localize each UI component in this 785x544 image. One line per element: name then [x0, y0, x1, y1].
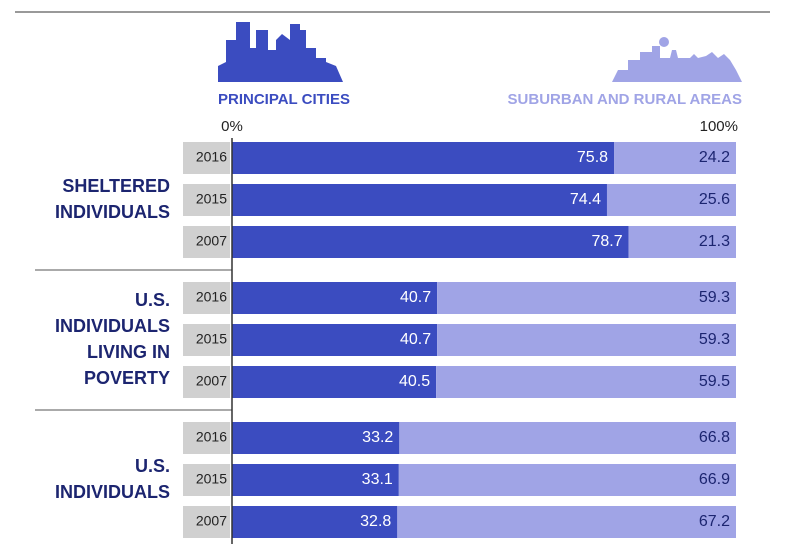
value-label: 59.3 [699, 331, 730, 348]
group-label: INDIVIDUALS [55, 316, 170, 336]
value-label: 33.1 [362, 471, 393, 488]
y-tick-label: 2016 [196, 149, 227, 165]
group-label: POVERTY [84, 368, 170, 388]
chart: PRINCIPAL CITIES SUBURBAN AND RURAL AREA… [0, 0, 785, 544]
y-tick-label: 2016 [196, 289, 227, 305]
group-label: LIVING IN [87, 342, 170, 362]
suburb-icon [612, 37, 742, 82]
value-label: 40.7 [400, 331, 431, 348]
group-label: U.S. [135, 290, 170, 310]
value-label: 25.6 [699, 191, 730, 208]
group-label: U.S. [135, 456, 170, 476]
value-label: 66.9 [699, 471, 730, 488]
y-tick-label: 2016 [196, 429, 227, 445]
value-label: 74.4 [570, 191, 601, 208]
value-label: 67.2 [699, 513, 730, 530]
y-tick-label: 2015 [196, 191, 227, 207]
bar [232, 226, 629, 258]
value-label: 21.3 [699, 233, 730, 250]
legend-label: SUBURBAN AND RURAL AREAS [508, 91, 742, 108]
value-label: 59.3 [699, 289, 730, 306]
value-label: 40.5 [399, 373, 430, 390]
group-label: SHELTERED [62, 176, 170, 196]
value-label: 33.2 [362, 429, 393, 446]
bar [232, 184, 607, 216]
value-label: 66.8 [699, 429, 730, 446]
bar [399, 422, 736, 454]
x-tick-label: 0% [221, 118, 243, 135]
y-tick-label: 2015 [196, 471, 227, 487]
y-tick-label: 2007 [196, 513, 227, 529]
bar [437, 282, 736, 314]
value-label: 32.8 [360, 513, 391, 530]
value-label: 24.2 [699, 149, 730, 166]
bar [436, 366, 736, 398]
bar [437, 324, 736, 356]
city-icon [218, 22, 343, 82]
value-label: 59.5 [699, 373, 730, 390]
y-tick-label: 2007 [196, 373, 227, 389]
x-tick-label: 100% [700, 118, 738, 135]
value-label: 78.7 [592, 233, 623, 250]
group-label: INDIVIDUALS [55, 202, 170, 222]
value-label: 40.7 [400, 289, 431, 306]
value-label: 75.8 [577, 149, 608, 166]
bar [397, 506, 736, 538]
y-tick-label: 2007 [196, 233, 227, 249]
y-tick-label: 2015 [196, 331, 227, 347]
bar [232, 142, 614, 174]
legend-label: PRINCIPAL CITIES [218, 91, 350, 108]
group-label: INDIVIDUALS [55, 482, 170, 502]
bar [399, 464, 736, 496]
